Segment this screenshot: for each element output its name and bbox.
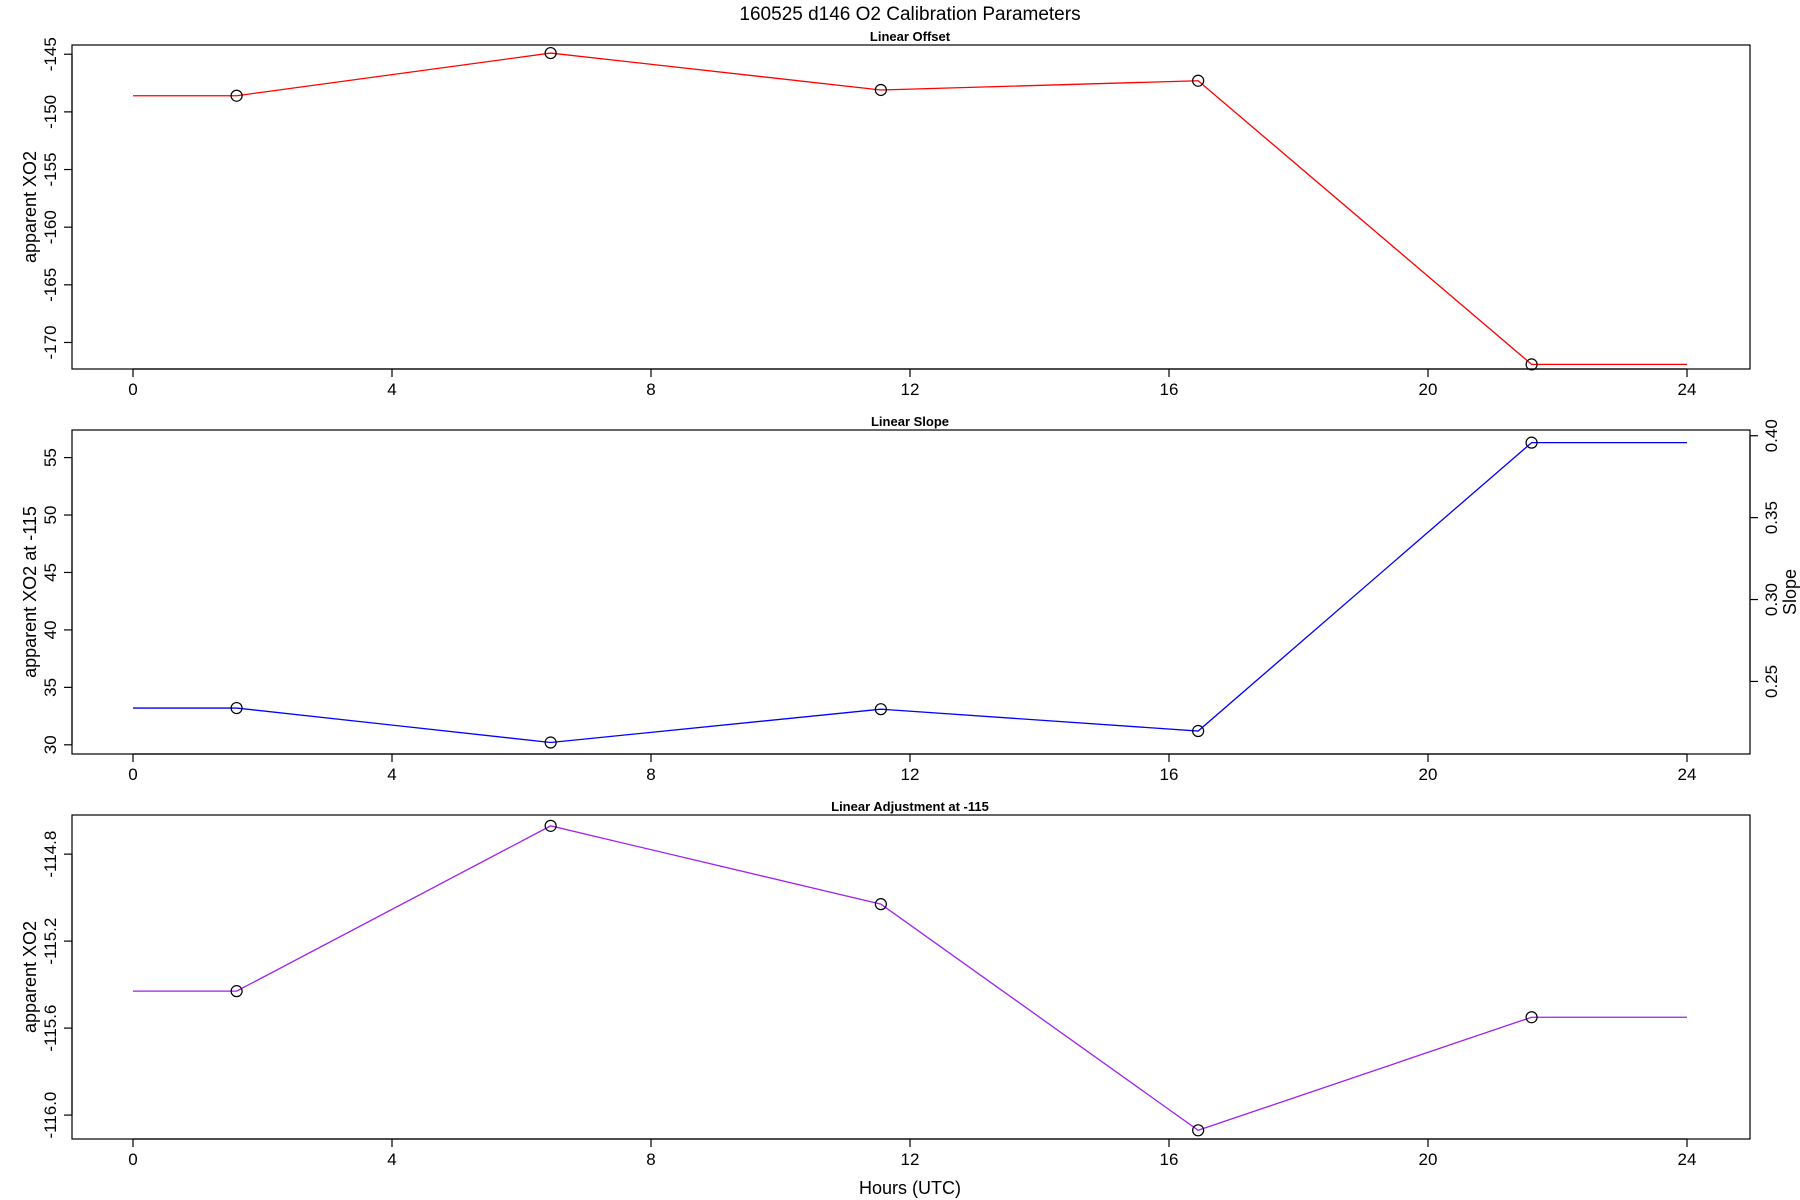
x-tick-label: 12 bbox=[901, 1150, 920, 1169]
panel-1: Linear Offset 0 4 8 12 16 20 24 -170 -165 -160 -155… bbox=[20, 29, 1751, 399]
x-tick-label: 8 bbox=[646, 1150, 655, 1169]
y-axis-label: apparent XO2 bbox=[20, 151, 40, 263]
y-tick-label: 50 bbox=[41, 506, 60, 525]
data-point bbox=[874, 898, 887, 911]
y-tick-label: -155 bbox=[41, 153, 60, 187]
y-tick-label: -115.2 bbox=[41, 918, 60, 965]
y-tick-label: -115.6 bbox=[41, 1005, 60, 1052]
y-tick-label: 40 bbox=[41, 620, 60, 639]
panel-3: Linear Adjustment at -115 0 4 8 12 16 20 24 -116… bbox=[20, 799, 1751, 1198]
y-tick-label: 45 bbox=[41, 563, 60, 582]
data-point bbox=[1525, 1011, 1538, 1024]
plot-frame bbox=[71, 814, 1751, 1140]
x-tick-label: 0 bbox=[128, 1150, 137, 1169]
data-point bbox=[1192, 724, 1205, 738]
data-point bbox=[230, 89, 243, 102]
data-point bbox=[230, 985, 243, 998]
x-tick-label: 24 bbox=[1678, 380, 1697, 399]
x-axis-label: Hours (UTC) bbox=[859, 1178, 961, 1198]
y2-tick-label: 0.25 bbox=[1762, 665, 1781, 698]
series-line bbox=[133, 825, 1687, 1132]
x-tick-label: 4 bbox=[387, 380, 396, 399]
y2-tick-label: 0.40 bbox=[1762, 419, 1781, 452]
data-point bbox=[544, 819, 557, 832]
data-point bbox=[874, 83, 887, 97]
data-point bbox=[1192, 1124, 1205, 1137]
x-tick-label: 8 bbox=[646, 765, 655, 784]
x-tick-label: 12 bbox=[901, 380, 920, 399]
data-point bbox=[544, 46, 557, 60]
y-axis-label: apparent XO2 at -115 bbox=[20, 506, 40, 678]
x-tick-label: 4 bbox=[387, 1150, 396, 1169]
data-point bbox=[1525, 436, 1538, 449]
y-tick-label: -114.8 bbox=[41, 831, 60, 878]
panel-title: Linear Adjustment at -115 bbox=[831, 799, 989, 814]
plot-frame bbox=[71, 429, 1751, 755]
x-tick-label: 16 bbox=[1160, 765, 1179, 784]
data-point bbox=[544, 736, 557, 749]
data-point bbox=[1525, 358, 1538, 371]
y-tick-label: 35 bbox=[41, 678, 60, 697]
x-tick-label: 4 bbox=[387, 765, 396, 784]
series-line bbox=[133, 441, 1687, 744]
panel-title: Linear Offset bbox=[870, 29, 951, 44]
y-tick-label: -160 bbox=[41, 210, 60, 244]
y-tick-label: -165 bbox=[41, 268, 60, 302]
x-tick-label: 8 bbox=[646, 380, 655, 399]
x-tick-label: 24 bbox=[1678, 765, 1697, 784]
data-point bbox=[1192, 74, 1205, 87]
y-tick-label: -170 bbox=[41, 325, 60, 359]
y-tick-label: -150 bbox=[41, 95, 60, 129]
x-tick-label: 12 bbox=[901, 765, 920, 784]
y-tick-label: -116.0 bbox=[41, 1092, 60, 1139]
chart-panels: Linear Offset 0 4 8 12 16 20 24 -170 -165 -160 -155… bbox=[20, 29, 1800, 1198]
x-tick-label: 20 bbox=[1419, 765, 1438, 784]
x-tick-label: 20 bbox=[1419, 1150, 1438, 1169]
x-tick-label: 24 bbox=[1678, 1150, 1697, 1169]
x-tick-label: 16 bbox=[1160, 380, 1179, 399]
x-tick-label: 20 bbox=[1419, 380, 1438, 399]
y-axis-label: apparent XO2 bbox=[20, 921, 40, 1033]
main-title: 160525 d146 O2 Calibration Parameters bbox=[739, 4, 1080, 25]
y-tick-label: -145 bbox=[41, 37, 60, 71]
data-point bbox=[230, 701, 243, 715]
y-tick-label: 55 bbox=[41, 448, 60, 467]
x-tick-label: 0 bbox=[128, 380, 137, 399]
panel-title: Linear Slope bbox=[871, 414, 949, 429]
x-tick-label: 0 bbox=[128, 765, 137, 784]
plot-frame bbox=[71, 44, 1751, 370]
series-line bbox=[133, 52, 1687, 366]
x-tick-label: 16 bbox=[1160, 1150, 1179, 1169]
y2-tick-label: 0.35 bbox=[1762, 501, 1781, 534]
y2-axis-label: Slope bbox=[1780, 569, 1800, 615]
y2-tick-label: 0.30 bbox=[1762, 583, 1781, 616]
data-point bbox=[874, 703, 887, 716]
panel-2: Linear Slope 0 4 8 12 16 20 24 30 35 40 45 50 55 appar… bbox=[20, 414, 1800, 784]
y-tick-label: 30 bbox=[41, 735, 60, 754]
